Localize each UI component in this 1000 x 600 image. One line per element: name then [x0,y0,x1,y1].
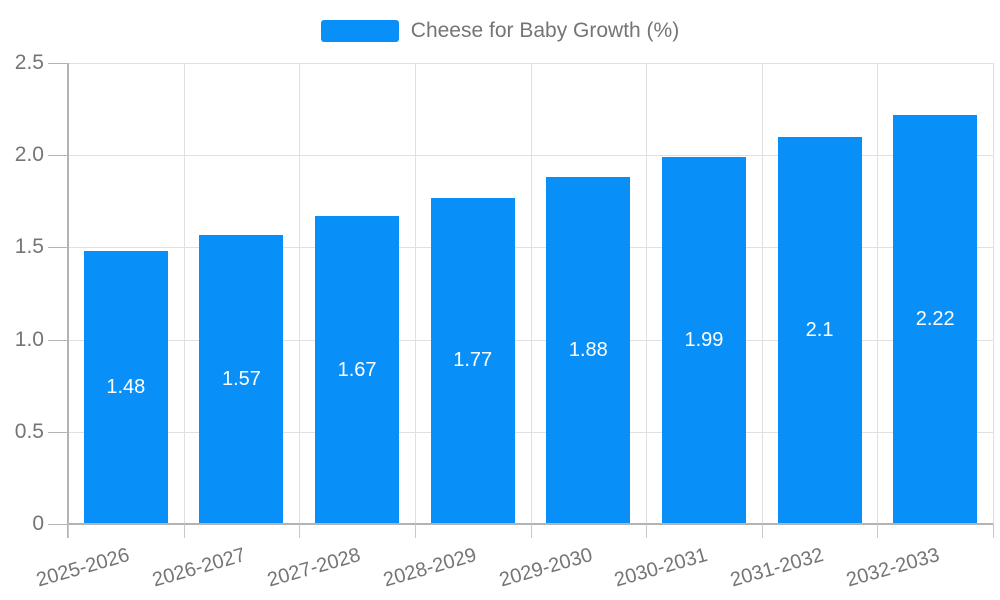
y-tick-label: 1.5 [14,235,44,259]
bar-2025-2026[interactable]: 1.48 [83,251,168,524]
x-tick-label: 2027-2028 [265,543,364,592]
bar-value-label: 1.48 [106,376,146,399]
bar-value-label: 1.99 [684,329,724,352]
y-tick-label: 2.0 [14,143,44,167]
bar-value-label: 1.67 [337,358,377,381]
x-tick-label: 2025-2026 [34,543,133,592]
x-tick-mark [877,524,879,538]
bar-value-label: 2.22 [915,307,955,330]
bar-2031-2032[interactable]: 2.1 [777,136,862,524]
v-gridline [183,63,185,524]
x-tick-mark [299,524,301,538]
y-tick-mark [48,155,68,157]
legend-item[interactable]: Cheese for Baby Growth (%) [0,19,1000,43]
plot-area: 1.48 1.57 1.67 1.77 1.88 1.99 2.1 2.22 [68,63,994,524]
bar-2026-2027[interactable]: 1.57 [199,234,284,524]
x-tick-mark [530,524,532,538]
bar-2027-2028[interactable]: 1.67 [315,216,400,524]
y-tick-label: 2.5 [14,51,44,74]
y-tick-mark [48,339,68,341]
x-tick-mark [646,524,648,538]
y-tick-mark [48,247,68,249]
v-gridline [646,63,648,524]
y-tick-mark [48,63,68,64]
v-gridline [530,63,532,524]
x-tick-mark [68,524,69,538]
x-tick-label: 2029-2030 [496,543,595,592]
x-tick-mark [183,524,185,538]
x-tick-label: 2030-2031 [612,543,711,592]
v-gridline [299,63,301,524]
y-tick-label: 0.5 [14,419,44,443]
v-gridline [414,63,416,524]
x-tick-label: 2032-2033 [843,543,942,592]
bar-2028-2029[interactable]: 1.77 [430,197,515,524]
legend-swatch [320,20,399,42]
y-axis-line [66,63,69,538]
bar-2029-2030[interactable]: 1.88 [546,177,631,524]
x-tick-mark [414,524,416,538]
x-tick-mark [761,524,763,538]
y-tick-mark [48,524,68,525]
bar-value-label: 1.77 [453,349,493,372]
bar-2030-2031[interactable]: 1.99 [661,157,746,524]
v-gridline [877,63,879,524]
y-tick-label: 0 [32,512,44,535]
bar-2032-2033[interactable]: 2.22 [893,114,978,524]
bar-value-label: 1.57 [221,367,261,390]
legend-label: Cheese for Baby Growth (%) [410,19,680,42]
v-gridline [761,63,763,524]
x-tick-label: 2026-2027 [149,543,248,592]
y-tick-mark [48,431,68,433]
bar-value-label: 2.1 [805,318,834,341]
x-tick-label: 2028-2029 [381,543,480,592]
bar-value-label: 1.88 [568,339,608,362]
v-gridline [993,63,994,524]
x-tick-label: 2031-2032 [727,543,826,592]
x-tick-mark [993,524,994,538]
y-tick-label: 1.0 [14,327,44,351]
